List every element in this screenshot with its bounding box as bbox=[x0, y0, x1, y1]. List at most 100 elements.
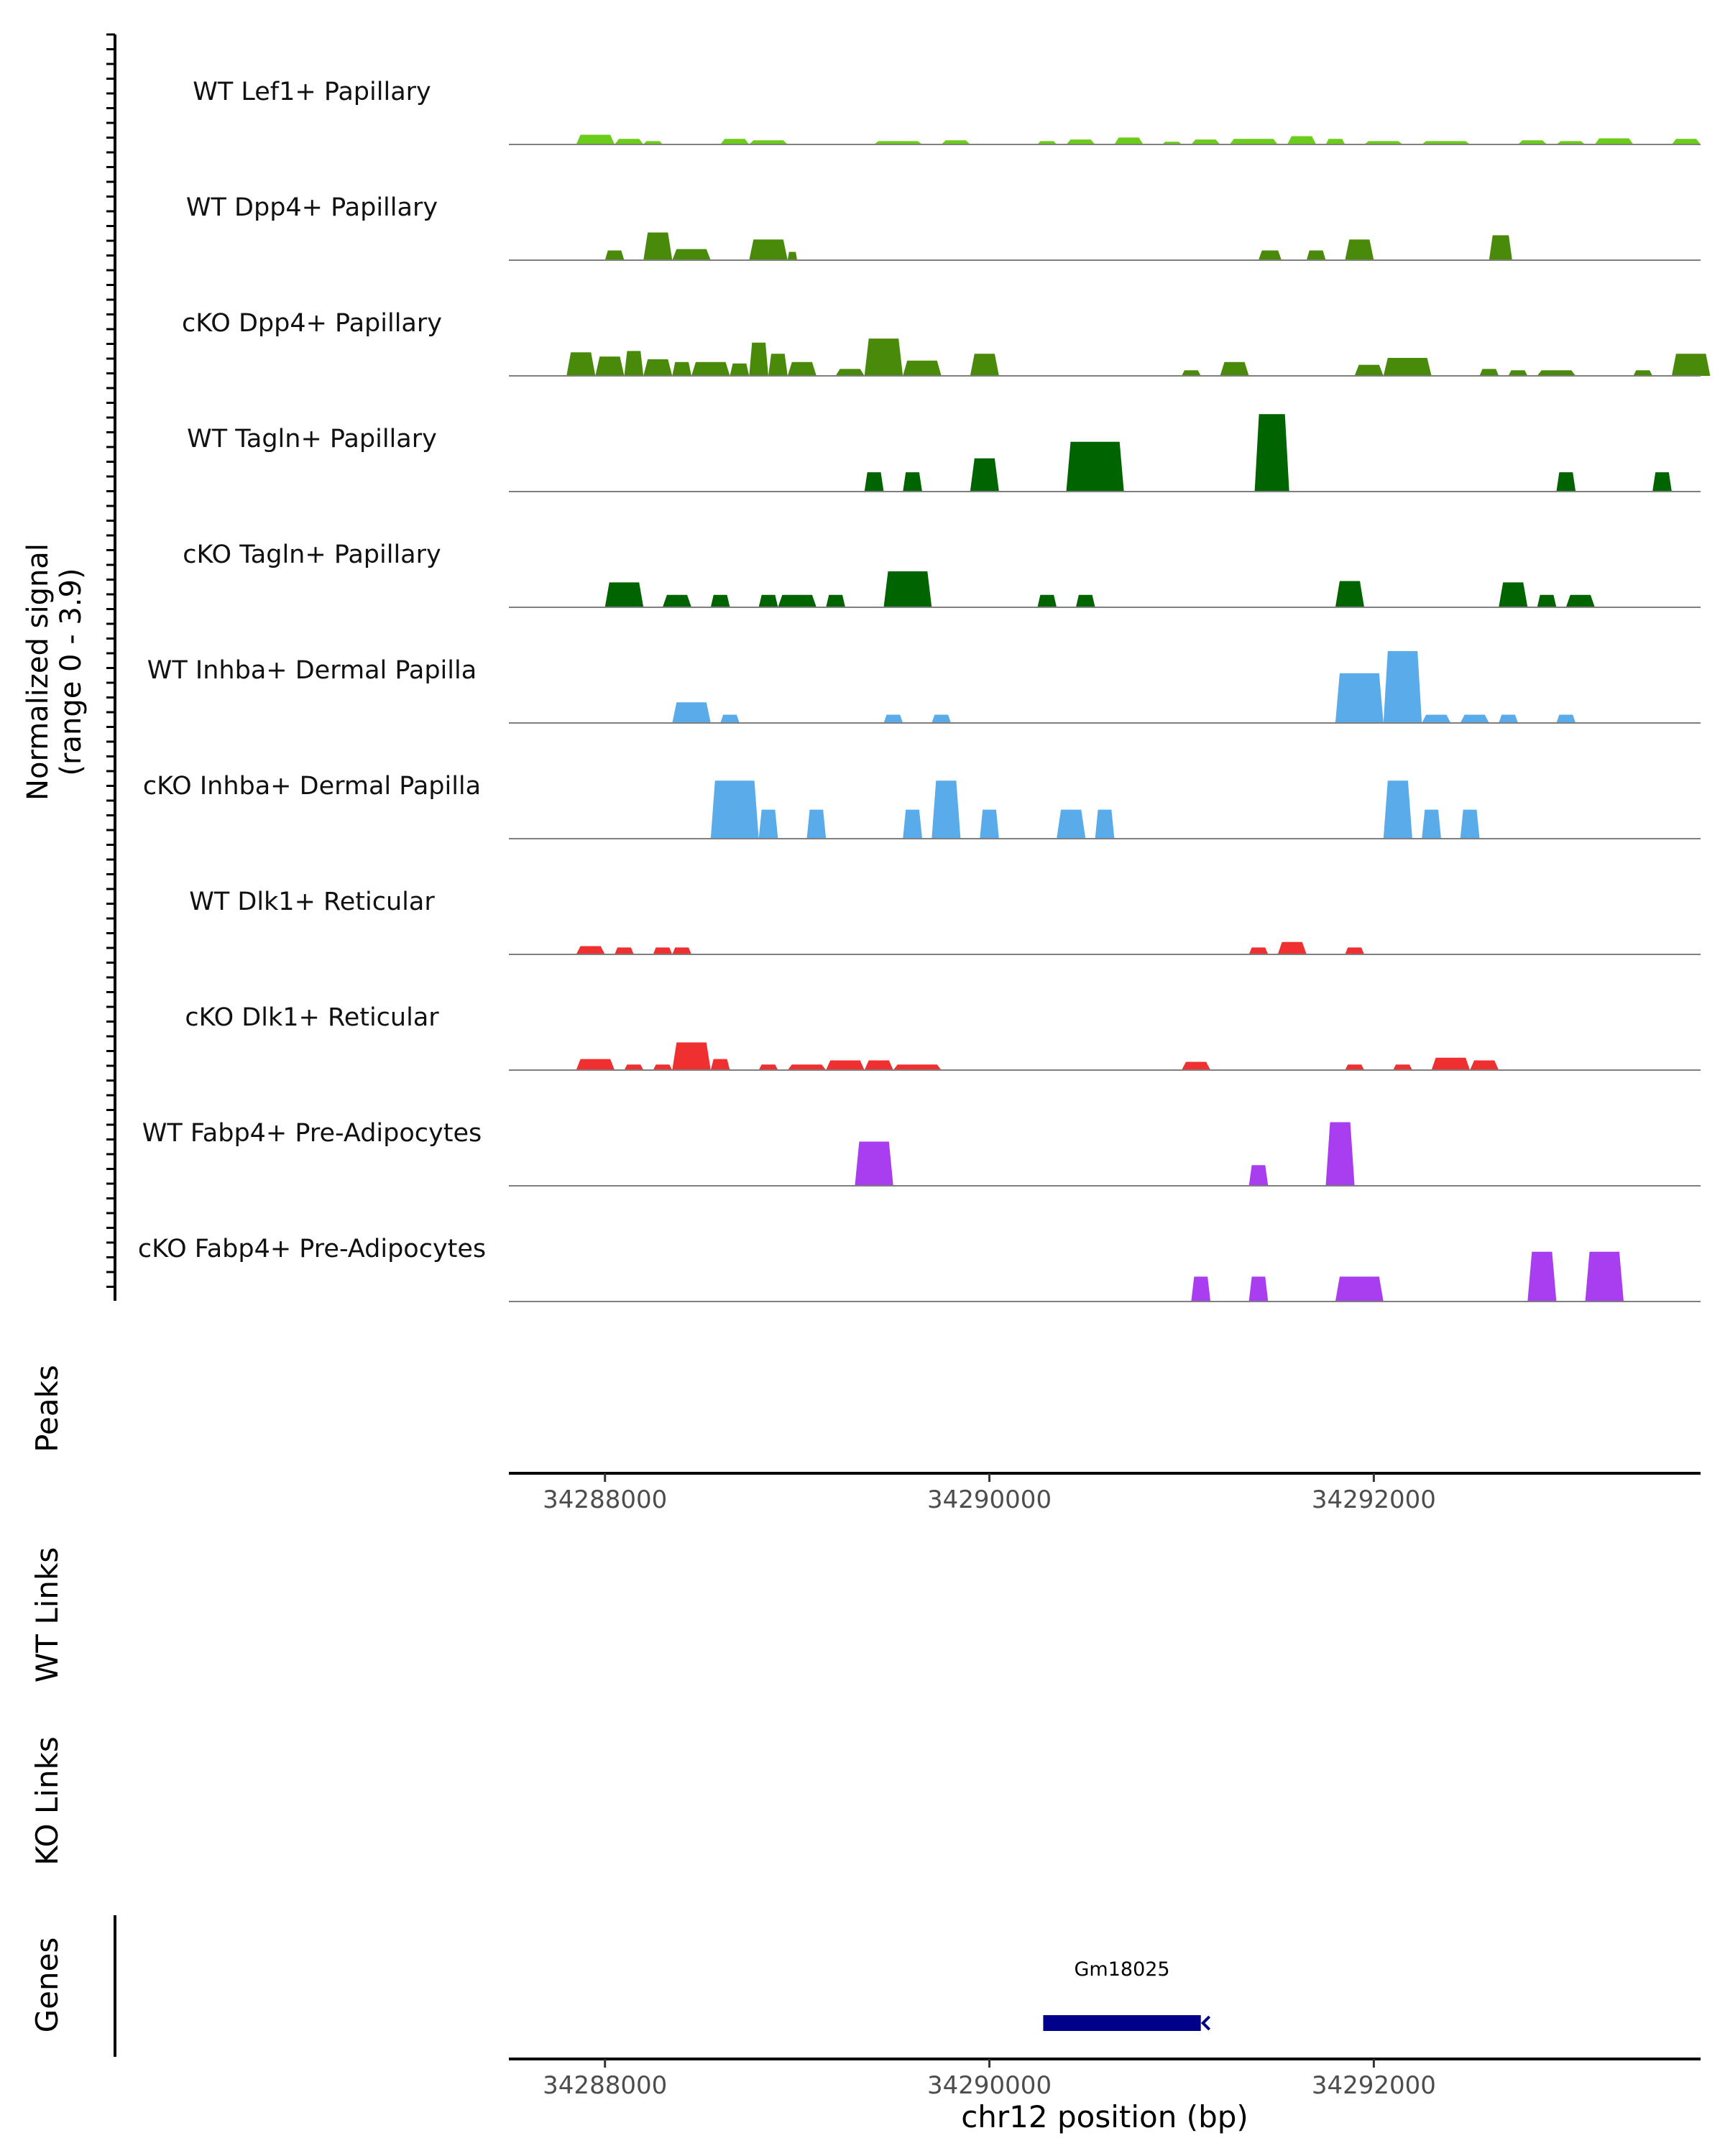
signal-peak bbox=[970, 354, 999, 376]
signal-peak bbox=[1075, 594, 1095, 607]
track: cKO Dpp4+ Papillary bbox=[182, 309, 1711, 377]
signal-peak bbox=[893, 1064, 942, 1070]
signal-peak bbox=[1057, 809, 1086, 839]
signal-peak bbox=[864, 1060, 893, 1070]
signal-peak bbox=[624, 351, 644, 376]
track-label: cKO Fabp4+ Pre-Adipocytes bbox=[138, 1235, 486, 1263]
signal-peak bbox=[710, 594, 730, 607]
signal-peak bbox=[1671, 354, 1711, 376]
signal-peak bbox=[672, 947, 691, 954]
signal-peak bbox=[604, 582, 644, 607]
signal-peak bbox=[1345, 239, 1374, 260]
peaks-x-tick-label: 34290000 bbox=[927, 1485, 1052, 1514]
signal-peak bbox=[1383, 358, 1432, 376]
signal-tracks: WT Lef1+ Papillary WT Dpp4+ Papillary cKO … bbox=[138, 78, 1711, 1302]
track-label: cKO Dlk1+ Reticular bbox=[185, 1003, 439, 1032]
signal-peak bbox=[980, 809, 999, 839]
track: cKO Tagln+ Papillary bbox=[183, 540, 1701, 608]
signal-peak bbox=[1556, 714, 1576, 723]
signal-peak bbox=[787, 361, 816, 376]
signal-peak bbox=[749, 239, 788, 260]
track-label: WT Dlk1+ Reticular bbox=[189, 888, 435, 916]
signal-peak bbox=[1182, 1061, 1211, 1070]
track: WT Lef1+ Papillary bbox=[193, 78, 1701, 145]
track-label: WT Dpp4+ Papillary bbox=[186, 193, 438, 222]
ko-links-panel-label: KO Links bbox=[29, 1736, 65, 1866]
genes-x-tick-label: 34290000 bbox=[927, 2071, 1052, 2100]
signal-peak bbox=[1518, 140, 1547, 144]
signal-peak bbox=[1248, 947, 1269, 954]
signal-peak bbox=[672, 1042, 711, 1070]
signal-peak bbox=[1565, 594, 1595, 607]
genes-panel-label: Genes bbox=[29, 1938, 65, 2033]
signal-peak bbox=[1383, 780, 1412, 839]
signal-peak bbox=[787, 1064, 827, 1070]
signal-peak bbox=[1037, 141, 1057, 144]
gene-label: Gm18025 bbox=[1075, 1958, 1170, 1981]
track: cKO Dlk1+ Reticular bbox=[185, 1003, 1701, 1071]
signal-peak bbox=[1191, 139, 1220, 144]
signal-peak bbox=[1182, 370, 1201, 376]
signal-peak bbox=[615, 947, 634, 954]
signal-peak bbox=[768, 354, 788, 376]
genes-x-tick-label: 34288000 bbox=[543, 2071, 667, 2100]
signal-peak bbox=[672, 249, 711, 260]
signal-peak bbox=[1335, 673, 1384, 723]
gene-annotations: Gm18025 bbox=[1043, 1958, 1211, 2031]
signal-peak bbox=[595, 356, 625, 376]
signal-peak bbox=[615, 139, 644, 144]
signal-peak bbox=[1383, 651, 1422, 723]
signal-peak bbox=[932, 714, 952, 723]
track: WT Dpp4+ Papillary bbox=[186, 193, 1701, 261]
signal-peak bbox=[1248, 1276, 1269, 1302]
signal-peak bbox=[653, 947, 673, 954]
signal-peak bbox=[604, 250, 625, 260]
signal-peak bbox=[691, 361, 730, 376]
signal-peak bbox=[1537, 594, 1557, 607]
signal-peak bbox=[576, 946, 605, 954]
signal-peak bbox=[1335, 1276, 1384, 1302]
track: cKO Inhba+ Dermal Papilla bbox=[143, 772, 1701, 839]
signal-peak bbox=[643, 141, 663, 144]
signal-peak bbox=[1422, 809, 1441, 839]
signal-peak bbox=[874, 141, 922, 144]
track: WT Tagln+ Papillary bbox=[187, 414, 1701, 492]
signal-peak bbox=[1470, 1060, 1499, 1070]
signal-peak bbox=[1479, 369, 1499, 376]
signal-peak bbox=[1489, 235, 1512, 260]
signal-peak bbox=[720, 139, 750, 144]
signal-peak bbox=[1287, 136, 1317, 144]
signal-peak bbox=[826, 1060, 865, 1070]
signal-peak bbox=[643, 359, 673, 376]
track-label: cKO Inhba+ Dermal Papilla bbox=[143, 772, 481, 801]
signal-peak bbox=[749, 140, 788, 144]
signal-peak bbox=[576, 134, 615, 144]
signal-peak bbox=[1254, 414, 1289, 492]
signal-peak bbox=[710, 780, 759, 839]
track-label: WT Lef1+ Papillary bbox=[193, 78, 431, 106]
wt-links-panel-label: WT Links bbox=[29, 1547, 65, 1682]
signal-peak bbox=[883, 571, 932, 607]
peaks-panel-label: Peaks bbox=[29, 1365, 65, 1452]
signal-peak bbox=[1191, 1276, 1211, 1302]
gene-strand-arrow bbox=[1200, 2015, 1211, 2031]
signal-peak bbox=[1527, 1251, 1557, 1302]
signal-peak bbox=[1393, 1064, 1412, 1070]
signal-peak bbox=[1460, 809, 1480, 839]
signal-peak bbox=[1460, 714, 1489, 723]
signal-peak bbox=[1585, 1251, 1624, 1302]
signal-peak bbox=[826, 594, 845, 607]
signal-peak bbox=[1556, 472, 1576, 492]
signal-peak bbox=[778, 594, 816, 607]
signal-peak bbox=[1066, 441, 1124, 492]
peaks-x-tick-label: 34288000 bbox=[543, 1485, 667, 1514]
signal-peak bbox=[1633, 370, 1653, 376]
genes-x-tick-label: 34292000 bbox=[1312, 2071, 1436, 2100]
signal-peak bbox=[864, 472, 884, 492]
signal-peak bbox=[662, 594, 691, 607]
signal-peak bbox=[624, 1064, 644, 1070]
signal-peak bbox=[672, 702, 711, 723]
signal-peak bbox=[1537, 370, 1576, 376]
signal-peak bbox=[758, 809, 778, 839]
signal-peak bbox=[653, 1064, 673, 1070]
